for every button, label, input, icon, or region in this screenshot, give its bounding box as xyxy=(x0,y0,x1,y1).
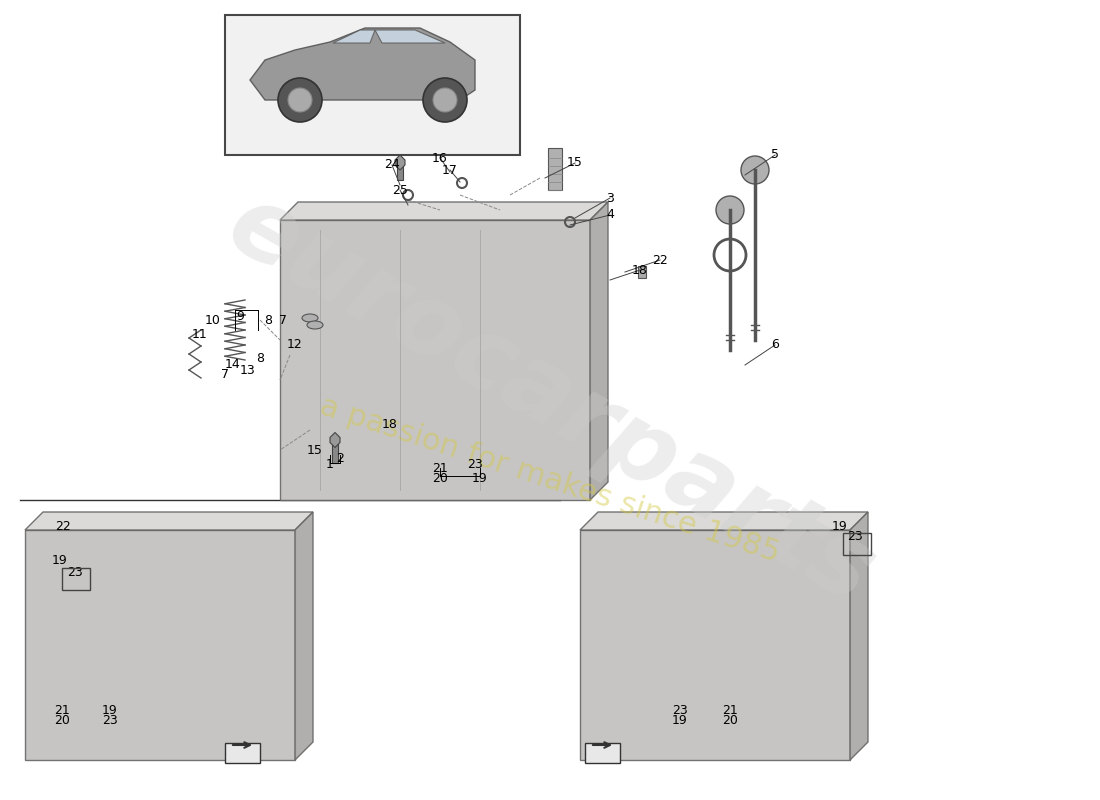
Text: 21: 21 xyxy=(54,703,70,717)
Text: 18: 18 xyxy=(382,418,398,431)
Polygon shape xyxy=(330,433,340,447)
Polygon shape xyxy=(333,30,375,43)
Circle shape xyxy=(424,78,468,122)
Polygon shape xyxy=(25,530,295,760)
Bar xyxy=(226,15,520,155)
Bar xyxy=(843,533,871,555)
Circle shape xyxy=(278,78,322,122)
Circle shape xyxy=(288,88,312,112)
Text: 21: 21 xyxy=(722,703,738,717)
Text: 7: 7 xyxy=(221,369,229,382)
Text: 23: 23 xyxy=(67,566,82,578)
Text: 18: 18 xyxy=(632,263,648,277)
Polygon shape xyxy=(590,202,608,500)
Text: 19: 19 xyxy=(832,521,848,534)
Text: 12: 12 xyxy=(287,338,303,351)
Bar xyxy=(397,160,403,180)
Text: 1: 1 xyxy=(326,458,334,471)
Text: 19: 19 xyxy=(52,554,68,566)
Text: 4: 4 xyxy=(606,209,614,222)
Text: eurocarparts: eurocarparts xyxy=(210,176,890,624)
Text: 23: 23 xyxy=(847,530,862,543)
Circle shape xyxy=(716,196,744,224)
Bar xyxy=(332,438,338,462)
Text: 24: 24 xyxy=(384,158,400,171)
Text: 20: 20 xyxy=(432,471,448,485)
Bar xyxy=(548,148,562,190)
Text: 13: 13 xyxy=(240,363,256,377)
Polygon shape xyxy=(280,202,608,220)
Text: 19: 19 xyxy=(472,471,488,485)
Bar xyxy=(638,266,646,278)
Text: 20: 20 xyxy=(722,714,738,726)
Ellipse shape xyxy=(302,314,318,322)
Text: 17: 17 xyxy=(442,163,458,177)
Circle shape xyxy=(741,156,769,184)
Text: a passion for makes since 1985: a passion for makes since 1985 xyxy=(317,392,783,568)
Text: 6: 6 xyxy=(771,338,779,351)
Text: 8: 8 xyxy=(264,314,272,326)
Text: 8: 8 xyxy=(256,351,264,365)
Polygon shape xyxy=(850,512,868,760)
Text: 19: 19 xyxy=(672,714,688,726)
Text: 16: 16 xyxy=(432,151,448,165)
Text: 3: 3 xyxy=(606,191,614,205)
Text: 21: 21 xyxy=(432,462,448,474)
Text: 23: 23 xyxy=(468,458,483,471)
Text: 9: 9 xyxy=(236,310,244,323)
Text: 22: 22 xyxy=(652,254,668,266)
Circle shape xyxy=(433,88,456,112)
Polygon shape xyxy=(580,512,868,530)
Text: 11: 11 xyxy=(192,329,208,342)
Text: 14: 14 xyxy=(226,358,241,371)
Text: 23: 23 xyxy=(672,703,688,717)
Text: 22: 22 xyxy=(55,521,70,534)
Polygon shape xyxy=(280,220,590,500)
Bar xyxy=(226,743,260,763)
Text: 20: 20 xyxy=(54,714,70,726)
Text: 7: 7 xyxy=(279,314,287,326)
Polygon shape xyxy=(250,28,475,100)
Text: 2: 2 xyxy=(337,451,344,465)
Bar xyxy=(62,568,90,590)
Polygon shape xyxy=(25,512,313,530)
Polygon shape xyxy=(375,30,446,43)
Text: 10: 10 xyxy=(205,314,221,326)
Text: 23: 23 xyxy=(102,714,118,726)
Ellipse shape xyxy=(307,321,323,329)
Text: 15: 15 xyxy=(568,157,583,170)
Polygon shape xyxy=(395,155,405,170)
Text: 19: 19 xyxy=(102,703,118,717)
Text: 15: 15 xyxy=(307,443,323,457)
Polygon shape xyxy=(295,512,313,760)
Polygon shape xyxy=(580,530,850,760)
Text: 25: 25 xyxy=(392,183,408,197)
Bar xyxy=(585,743,620,763)
Text: 5: 5 xyxy=(771,149,779,162)
